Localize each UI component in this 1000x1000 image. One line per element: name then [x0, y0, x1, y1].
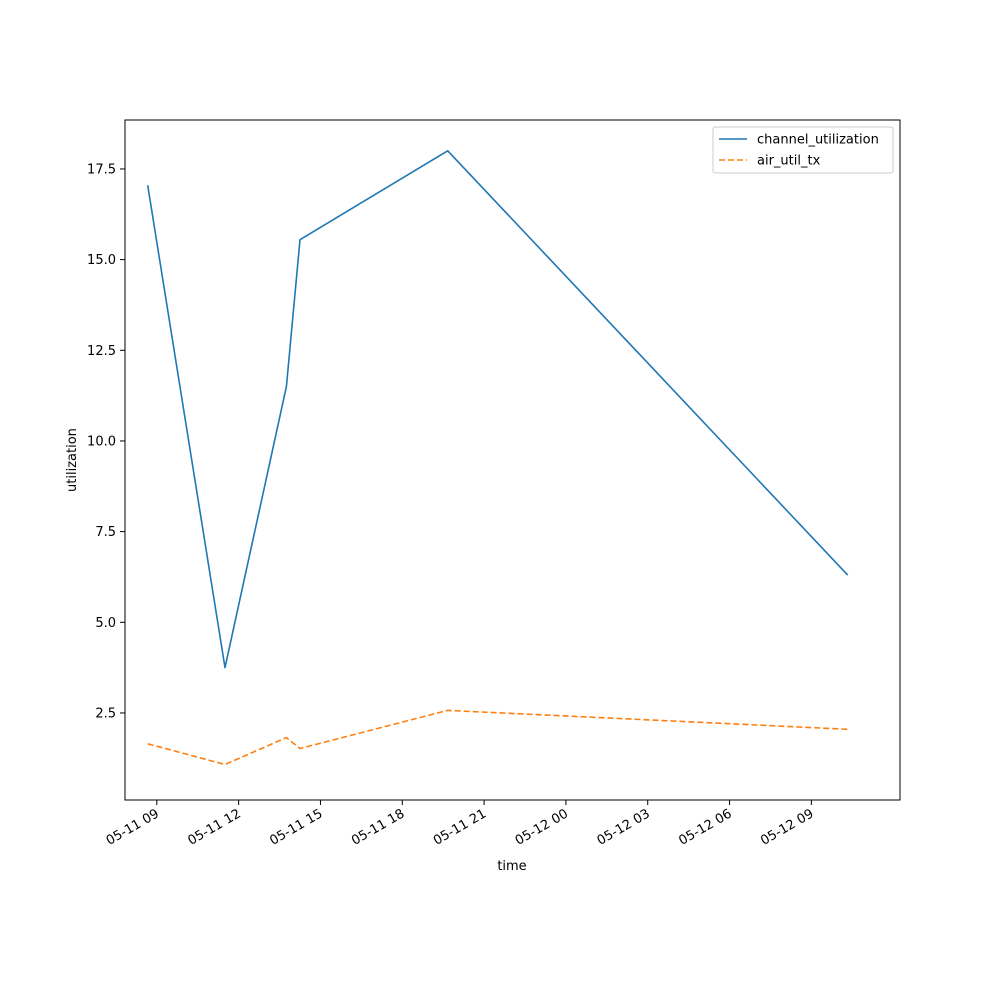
plot-area — [125, 120, 900, 800]
y-tick-label: 15.0 — [87, 253, 116, 268]
legend-label: channel_utilization — [757, 133, 879, 148]
y-tick-label: 12.5 — [87, 344, 116, 359]
y-axis-ticks: 2.5 5.0 7.5 10.0 12.5 15.0 17.5 — [87, 162, 125, 721]
series-line-air-util-tx — [147, 709, 848, 766]
series-layer — [146, 150, 849, 766]
legend: channel_utilization air_util_tx — [712, 126, 894, 174]
y-tick-label: 2.5 — [95, 706, 116, 721]
legend-box — [712, 126, 894, 174]
y-axis-label: utilization — [65, 428, 80, 492]
x-axis-label: time — [497, 859, 526, 874]
plot-frame — [124, 119, 901, 801]
y-tick-label: 10.0 — [87, 434, 116, 449]
legend-entries: channel_utilization air_util_tx — [719, 133, 879, 169]
series-line-channel-utilization — [146, 150, 849, 669]
y-tick-label: 7.5 — [95, 525, 116, 540]
legend-label: air_util_tx — [757, 154, 821, 169]
y-tick-label: 17.5 — [87, 162, 116, 177]
y-tick-label: 5.0 — [95, 616, 116, 631]
